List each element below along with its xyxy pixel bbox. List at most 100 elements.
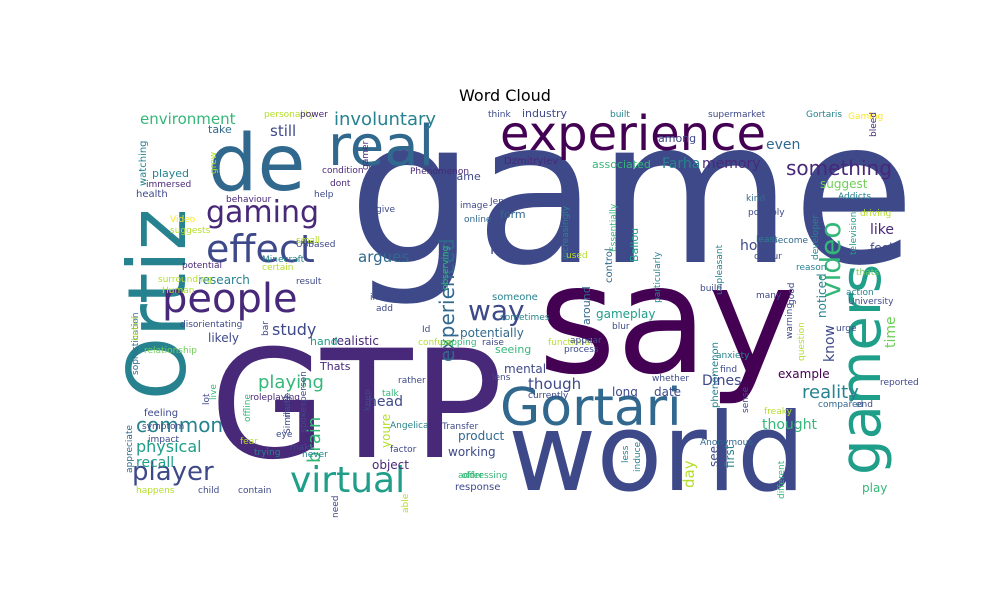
word-real: real — [328, 114, 434, 179]
word-driving: driving — [860, 209, 891, 219]
word-brain: brain — [304, 417, 325, 463]
word-reported: reported — [880, 378, 919, 388]
word-still: still — [270, 122, 296, 140]
word-unpleasant: unpleasant — [715, 244, 725, 295]
word-angelica: Angelica — [390, 421, 429, 431]
word-de: de — [208, 119, 306, 209]
word-blur: blur — [612, 322, 630, 332]
word-environment: environment — [140, 110, 236, 128]
word-control: control — [604, 248, 615, 283]
word-around: around — [580, 286, 593, 325]
word-mental: mental — [504, 362, 546, 376]
word-suggests: suggests — [170, 226, 211, 236]
word-experience: experience — [500, 106, 766, 162]
word-sense: sense — [741, 386, 751, 413]
word-process: process — [564, 345, 599, 355]
word-suggest: suggest — [820, 177, 868, 191]
word-lot: lot — [202, 393, 212, 405]
word-bar: bar — [261, 321, 271, 336]
word-trying: trying — [254, 448, 280, 458]
word-experienced: experienced — [435, 238, 459, 362]
word-world: world — [508, 391, 805, 516]
word-gamers: gamers — [829, 264, 894, 475]
word-live: live — [209, 384, 219, 400]
word-essentially: Essentially — [609, 203, 619, 252]
word-appreciate: appreciate — [125, 425, 135, 473]
word-potential: potential — [182, 261, 222, 271]
word-induces: induces — [370, 293, 405, 303]
word-player: player — [132, 457, 214, 487]
word-people: people — [162, 276, 298, 322]
word-video: video — [814, 222, 847, 298]
word-though: though — [528, 375, 581, 393]
word-feeling: feeling — [144, 408, 178, 419]
word-anxiety: anxiety — [716, 351, 750, 361]
word-keep: keep — [363, 389, 373, 411]
word-spokesperson: spokesperson — [299, 371, 309, 433]
word-different: different — [777, 460, 787, 499]
word-popping: popping — [440, 338, 477, 348]
word-usbased: USbased — [296, 240, 335, 250]
word-induce: induce — [633, 441, 643, 472]
word-argues: argues — [358, 248, 409, 266]
word-particularly: particularly — [653, 251, 663, 303]
word-roleplaying: roleplaying — [250, 393, 300, 403]
word-result: result — [296, 277, 322, 287]
word-someone: someone — [492, 292, 538, 303]
word-virtual: virtual — [290, 460, 405, 501]
word-play: play — [862, 481, 887, 495]
word-build: build — [700, 284, 722, 294]
word-add: add — [376, 304, 393, 314]
word-think: think — [488, 110, 511, 120]
word-question: question — [797, 322, 807, 361]
word-video: Video — [170, 215, 196, 225]
word-become: become — [772, 236, 808, 246]
word-thats: thats — [856, 268, 879, 278]
word-hand: hand — [310, 335, 338, 348]
word-image: image — [460, 201, 488, 211]
word-noticed: noticed — [815, 273, 829, 318]
word-increasingly: increasingly — [561, 205, 571, 260]
word-possibly: possibly — [748, 208, 785, 218]
word-likely: likely — [208, 331, 239, 345]
word-see: see — [707, 446, 721, 467]
word-belief: belief — [131, 315, 141, 341]
word-talk: talk — [382, 389, 400, 399]
word-raise: raise — [482, 338, 504, 348]
word-playing: playing — [258, 372, 324, 393]
word-involuntary: involuntary — [334, 109, 436, 130]
word-hour: hour — [740, 238, 772, 254]
word-functional: functional — [548, 338, 593, 348]
word-seeing: seeing — [495, 343, 531, 356]
word-able: able — [401, 493, 411, 513]
word-surrounding: surrounding — [158, 275, 212, 285]
word-find: find — [720, 365, 737, 375]
word-factor: factor — [390, 445, 417, 455]
word-take: take — [208, 123, 232, 136]
word-gtp: GTP — [210, 319, 503, 493]
word-whether: whether — [652, 374, 689, 384]
word-offer: offer — [462, 471, 483, 481]
word-way: way — [468, 294, 525, 327]
word-much: much — [283, 393, 293, 418]
word-dzmitryiev: Dzmitryiev — [504, 156, 558, 167]
word-used: used — [566, 251, 588, 261]
word-relationship: relationship — [144, 346, 197, 356]
word-watching: watching — [138, 140, 149, 186]
word-gameplay: gameplay — [596, 307, 655, 321]
word-give: give — [376, 205, 396, 215]
word-child: child — [198, 486, 219, 496]
word-reason: reason — [796, 263, 826, 273]
word-many: many — [756, 291, 782, 301]
word-sophistication: sophistication — [131, 312, 141, 375]
word-id: Id — [422, 325, 430, 335]
word-contain: contain — [238, 486, 271, 496]
word-immersed: immersed — [146, 180, 191, 190]
word-sometimes: sometimes — [500, 313, 550, 323]
word-built: built — [610, 110, 630, 120]
word-freaky: freaky — [764, 407, 793, 417]
word-life: life — [490, 240, 513, 258]
word-good: good — [787, 283, 797, 305]
